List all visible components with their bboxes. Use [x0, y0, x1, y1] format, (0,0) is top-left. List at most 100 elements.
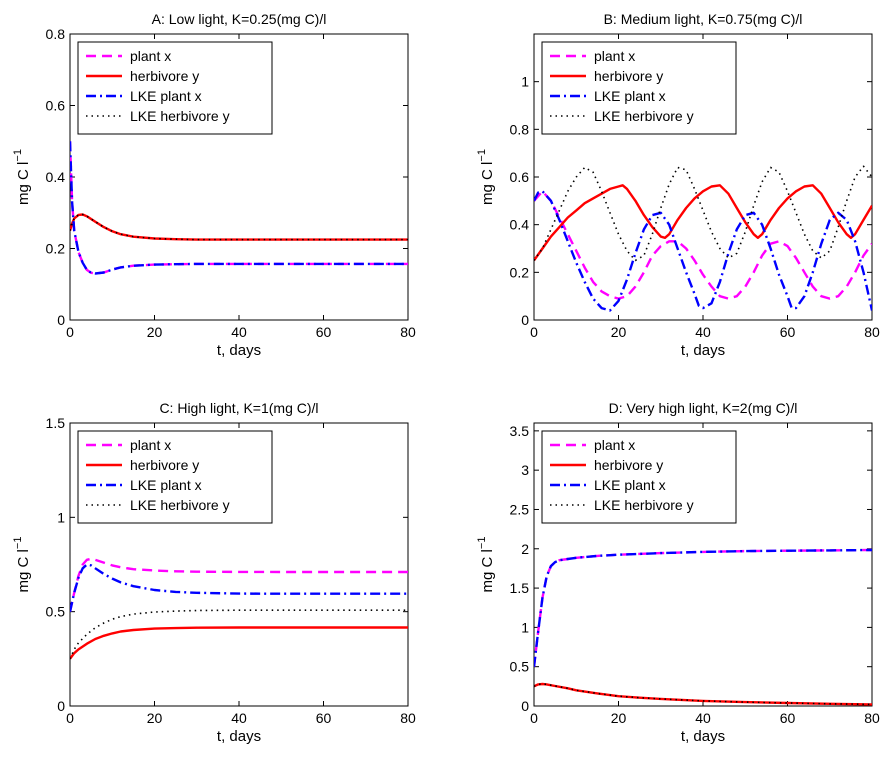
y-tick-label: 0.5: [510, 659, 530, 675]
y-tick-label: 0: [57, 698, 65, 714]
x-tick-label: 80: [400, 324, 416, 340]
y-axis-label-superscript: −1: [12, 537, 24, 550]
x-tick-label: 60: [316, 710, 332, 726]
legend-label: LKE herbivore y: [130, 108, 230, 124]
y-tick-label: 1.5: [510, 580, 530, 596]
legend: plant x herbivore y LKE plant x LKE herbivo…: [541, 430, 737, 524]
y-tick-label: 0.6: [46, 98, 66, 114]
y-tick-label: 1: [57, 509, 65, 525]
y-tick-label: 0.2: [510, 264, 530, 280]
y-axis-label-text: mg C l: [15, 549, 32, 592]
x-tick-label: 40: [231, 324, 247, 340]
legend-box: [541, 430, 737, 524]
y-tick-label: 0.6: [510, 169, 530, 185]
x-axis-label: t, days: [217, 342, 261, 359]
legend-label: LKE plant x: [130, 477, 202, 493]
legend-label: LKE herbivore y: [594, 108, 694, 124]
y-tick-label: 0.4: [46, 169, 66, 185]
y-tick-label: 1: [521, 619, 529, 635]
series-line-herbivore-y: [534, 184, 872, 262]
y-tick-label: 1.5: [46, 415, 66, 431]
x-tick-label: 0: [66, 324, 74, 340]
y-axis-label-text: mg C l: [479, 549, 496, 592]
y-axis-label-superscript: −1: [476, 537, 488, 550]
series-group: [534, 165, 872, 312]
legend-label: herbivore y: [130, 68, 199, 84]
y-tick-label: 0.4: [510, 217, 530, 233]
series-line-lke-plant-x: [534, 548, 872, 667]
y-tick-label: 0: [521, 312, 529, 328]
legend-label: LKE plant x: [594, 88, 666, 104]
x-tick-label: 0: [530, 710, 538, 726]
series-group: [534, 548, 872, 706]
y-axis-label-superscript: −1: [12, 149, 24, 162]
x-tick-label: 60: [780, 324, 796, 340]
series-line-lke-plant-x: [70, 141, 408, 275]
x-tick-label: 0: [66, 710, 74, 726]
series-line-lke-herbivore-y: [70, 213, 408, 241]
y-tick-label: 1: [521, 74, 529, 90]
x-axis-label: t, days: [681, 728, 725, 745]
legend-label: LKE herbivore y: [130, 497, 230, 513]
x-tick-label: 40: [231, 710, 247, 726]
chart-panel-c: C: High light, K=1(mg C)/l 0 20 40 60 80 0 0.5 1…: [12, 400, 416, 745]
y-axis-label-text: mg C l: [479, 162, 496, 205]
x-tick-label: 80: [864, 324, 880, 340]
y-axis-label: mg C l−1: [476, 537, 496, 593]
series-line-plant-x: [534, 190, 872, 300]
chart-panel-a: A: Low light, K=0.25(mg C)/l 0 20 40 60 80 0 0.…: [12, 11, 416, 359]
legend: plant x herbivore y LKE plant x LKE herbivo…: [77, 430, 273, 524]
legend-label: plant x: [130, 437, 171, 453]
legend-box: [541, 41, 737, 135]
y-tick-label: 3: [521, 462, 529, 478]
legend-box: [77, 41, 273, 135]
y-tick-label: 0: [57, 312, 65, 328]
legend: plant x herbivore y LKE plant x LKE herbivo…: [77, 41, 273, 135]
y-tick-label: 0.8: [510, 121, 530, 137]
series-group: [70, 141, 408, 275]
y-tick-label: 0.5: [46, 604, 66, 620]
x-tick-label: 40: [695, 324, 711, 340]
x-axis-label: t, days: [681, 342, 725, 359]
y-axis-label: mg C l−1: [476, 149, 496, 205]
chart-title: D: Very high light, K=2(mg C)/l: [609, 400, 798, 416]
y-tick-label: 2.5: [510, 501, 530, 517]
legend-label: herbivore y: [594, 68, 663, 84]
series-line-plant-x: [70, 557, 408, 612]
chart-title: A: Low light, K=0.25(mg C)/l: [152, 11, 327, 27]
x-tick-label: 20: [147, 710, 163, 726]
x-tick-label: 60: [316, 324, 332, 340]
legend-label: plant x: [594, 48, 635, 64]
x-tick-label: 80: [864, 710, 880, 726]
y-tick-label: 3.5: [510, 423, 530, 439]
legend-label: LKE herbivore y: [594, 497, 694, 513]
chart-panel-b: B: Medium light, K=0.75(mg C)/l 0 20 40 60 80…: [476, 11, 880, 359]
y-axis-label-text: mg C l: [15, 162, 32, 205]
legend-label: herbivore y: [130, 457, 199, 473]
x-tick-label: 80: [400, 710, 416, 726]
chart-title: C: High light, K=1(mg C)/l: [159, 400, 318, 416]
legend-label: herbivore y: [594, 457, 663, 473]
legend-label: LKE plant x: [130, 88, 202, 104]
legend-label: plant x: [130, 48, 171, 64]
y-tick-label: 0.2: [46, 241, 66, 257]
series-line-herbivore-y: [70, 626, 408, 660]
series-line-lke-plant-x: [70, 563, 408, 612]
x-tick-label: 20: [147, 324, 163, 340]
series-line-lke-herbivore-y: [534, 683, 872, 706]
chart-title: B: Medium light, K=0.75(mg C)/l: [604, 11, 803, 27]
series-line-lke-herbivore-y: [534, 165, 872, 262]
series-group: [70, 557, 408, 660]
legend-box: [77, 430, 273, 524]
y-axis-label-superscript: −1: [476, 149, 488, 162]
y-tick-label: 0.8: [46, 26, 66, 42]
x-tick-label: 20: [611, 324, 627, 340]
legend: plant x herbivore y LKE plant x LKE herbivo…: [541, 41, 737, 135]
y-tick-label: 2: [521, 541, 529, 557]
x-tick-label: 60: [780, 710, 796, 726]
x-tick-label: 20: [611, 710, 627, 726]
legend-label: plant x: [594, 437, 635, 453]
y-tick-label: 0: [521, 698, 529, 714]
x-axis-label: t, days: [217, 728, 261, 745]
